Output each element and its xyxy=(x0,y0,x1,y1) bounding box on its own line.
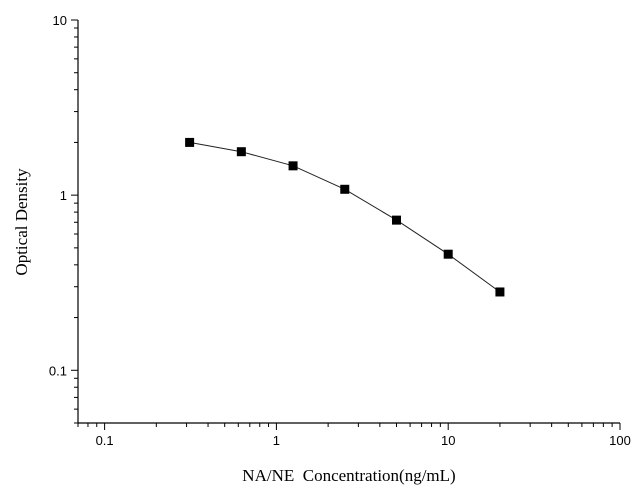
data-point-marker xyxy=(185,137,195,147)
x-tick-label: 1 xyxy=(273,433,280,448)
y-tick-label: 1 xyxy=(60,188,67,203)
data-point-marker xyxy=(288,161,298,171)
y-axis-title: Optical Density xyxy=(12,168,31,276)
axes xyxy=(77,20,620,424)
x-tick-label: 10 xyxy=(441,433,455,448)
x-tick-label: 100 xyxy=(609,433,631,448)
series-line xyxy=(189,141,501,293)
x-axis-title: NA/NE Concentration(ng/mL) xyxy=(242,466,455,485)
data-point-marker xyxy=(340,184,350,194)
data-point-marker xyxy=(391,215,401,225)
data-point-marker xyxy=(495,287,505,297)
ticks: 0.1 1 10 100 0.1 1 10 xyxy=(49,13,631,448)
data-point-marker xyxy=(443,249,453,259)
y-tick-label: 0.1 xyxy=(49,363,67,378)
data-point-marker xyxy=(236,147,246,157)
y-tick-label: 10 xyxy=(53,13,67,28)
data-series xyxy=(185,137,505,297)
x-tick-label: 0.1 xyxy=(96,433,114,448)
